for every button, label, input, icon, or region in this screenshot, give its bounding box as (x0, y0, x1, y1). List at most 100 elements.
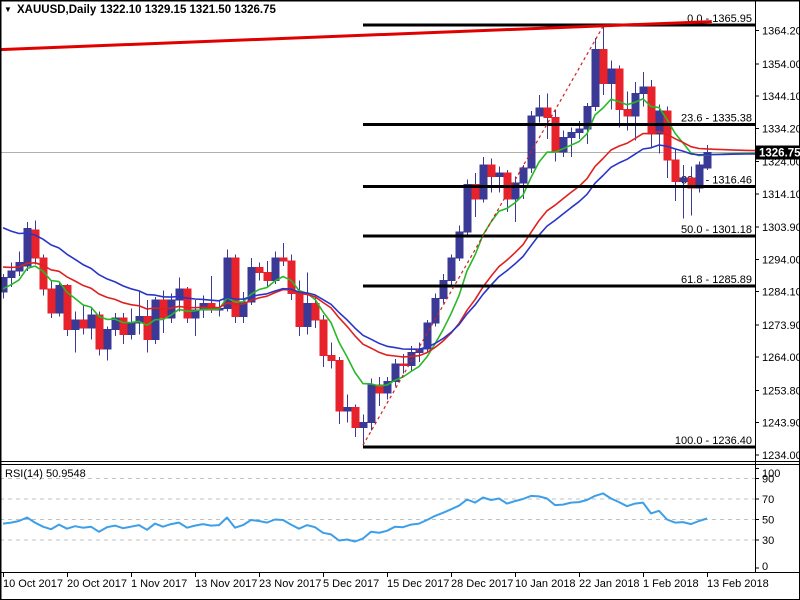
price-tick-label: 1243.90 (762, 418, 800, 430)
candle-body-bull (591, 48, 600, 107)
candle-body-bull (359, 421, 368, 428)
price-tick-label: 1324.00 (762, 157, 800, 169)
rsi-scale-label: 50 (762, 515, 774, 527)
candle-body-bear (351, 407, 360, 428)
candle (15, 251, 24, 276)
candle-body-bull (559, 136, 568, 153)
date-tick-label: 22 Jan 2018 (579, 578, 640, 590)
candle (447, 254, 456, 286)
candle-body-bear (255, 267, 264, 274)
rally-trendline[interactable] (362, 26, 604, 446)
date-tick-label: 10 Jan 2018 (515, 578, 576, 590)
candle-body-bull (407, 351, 416, 366)
candle-body-bear (39, 257, 48, 290)
price-tick-label: 1234.00 (762, 450, 800, 462)
rsi-scale-label: 100 (762, 468, 780, 480)
candle-body-bull (447, 257, 456, 282)
ma-slow-line (2, 144, 756, 351)
fib-label-61.8: 61.8 - 1285.89 (681, 274, 752, 286)
candle-body-bull (535, 107, 544, 117)
candle (463, 179, 472, 236)
candle (527, 111, 536, 174)
candle-body-bull (607, 68, 616, 84)
candle-body-bear (47, 288, 56, 314)
resistance-trendline[interactable] (0, 20, 712, 52)
candle (127, 308, 136, 340)
chart-title-symbol: XAUUSD,Daily (17, 4, 97, 16)
date-tick-label: 1 Nov 2017 (131, 578, 187, 590)
candle-body-bull (0, 276, 8, 293)
candle (639, 72, 648, 107)
candle (111, 313, 120, 337)
candle (79, 305, 88, 335)
ma-medium-line (2, 130, 756, 358)
candle-body-bull (431, 298, 440, 324)
date-tick-label: 23 Nov 2017 (259, 578, 321, 590)
candle (39, 254, 48, 296)
candle (647, 80, 656, 149)
candle-body-bear (95, 314, 104, 350)
candle-body-bull (303, 302, 312, 327)
date-tick-label: 28 Dec 2017 (451, 578, 513, 590)
candle-body-bear (335, 359, 344, 412)
candle (311, 296, 320, 328)
candle-body-bull (655, 110, 664, 135)
candles-layer (0, 24, 712, 448)
candle (439, 274, 448, 304)
candle-body-bull (479, 164, 488, 200)
candle-body-bull (455, 231, 464, 259)
candle (135, 290, 144, 335)
candle-body-bull (135, 315, 144, 324)
date-tick-label: 10 Oct 2017 (3, 578, 63, 590)
candle-body-bear (543, 107, 552, 119)
candle (103, 326, 112, 361)
price-tick-label: 1344.10 (762, 91, 800, 103)
candle (695, 161, 704, 193)
date-tick-label: 13 Feb 2018 (707, 578, 769, 590)
candle-body-bull (583, 105, 592, 130)
candle-body-bear (623, 109, 632, 117)
chevron-down-icon[interactable]: ▼ (4, 5, 12, 14)
candle-body-bull (439, 280, 448, 300)
ma-fast-line (2, 98, 756, 387)
candle (383, 376, 392, 400)
date-tick-label: 15 Dec 2017 (387, 578, 449, 590)
candle-body-bull (631, 92, 640, 117)
price-tick-label: 1273.90 (762, 320, 800, 332)
candle (191, 300, 200, 337)
candle-body-bear (311, 302, 320, 321)
candle (87, 308, 96, 340)
candle-body-bear (471, 184, 480, 200)
date-tick-label: 20 Oct 2017 (67, 578, 127, 590)
candle-body-bull (391, 363, 400, 383)
candle (495, 166, 504, 193)
candle (119, 313, 128, 345)
candle-body-bull (679, 177, 688, 182)
rsi-indicator-label: RSI(14) 50.9548 (5, 468, 86, 480)
moving-averages-layer (2, 98, 756, 387)
candle (607, 60, 616, 110)
candle-body-bear (183, 288, 192, 319)
candle (343, 394, 352, 423)
candle-body-bull (423, 322, 432, 350)
candle-body-bear (119, 317, 128, 335)
candle (223, 249, 232, 312)
candle-body-bull (87, 314, 96, 329)
price-tick-label: 1294.00 (762, 254, 800, 266)
candle-body-bear (375, 384, 384, 394)
candle (511, 176, 520, 222)
candle-body-bear (399, 363, 408, 366)
fib-label-50.0: 50.0 - 1301.18 (681, 224, 752, 236)
candle (359, 414, 368, 448)
candle (551, 109, 560, 162)
price-tick-label: 1334.20 (762, 123, 800, 135)
candle (31, 220, 40, 265)
candle-body-bull (103, 329, 112, 350)
date-tick-label: 5 Dec 2017 (323, 578, 379, 590)
candle-body-bull (639, 86, 648, 94)
rsi-scale-label: 70 (762, 494, 774, 506)
